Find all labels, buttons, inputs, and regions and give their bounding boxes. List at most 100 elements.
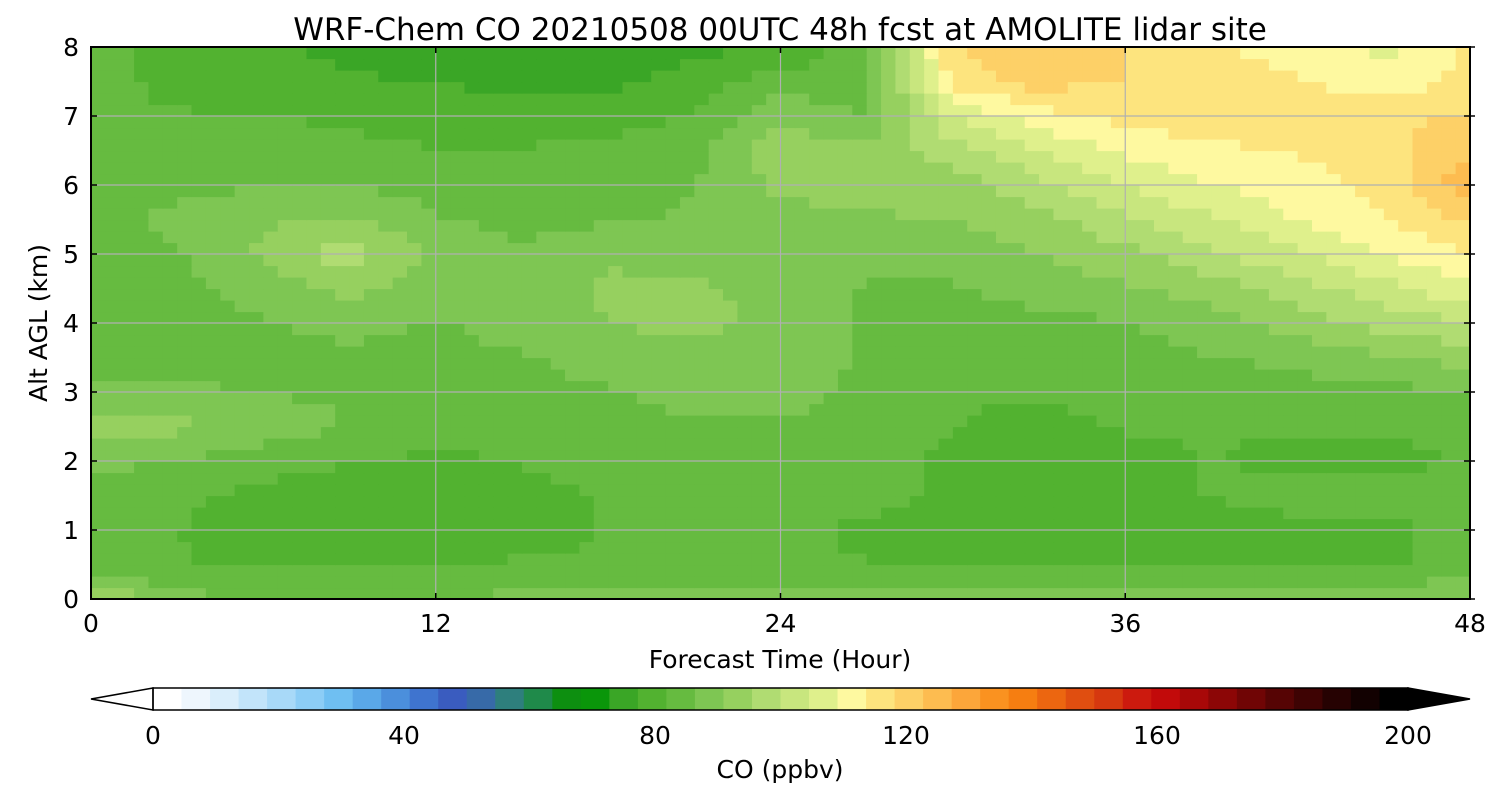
heatmap-cell: [565, 219, 580, 232]
heatmap-cell: [148, 438, 164, 451]
heatmap-cell: [981, 173, 997, 186]
heatmap-cell: [881, 208, 897, 221]
heatmap-cell: [751, 300, 767, 313]
heatmap-cell: [1168, 254, 1184, 267]
heatmap-cell: [378, 484, 394, 497]
heatmap-cell: [1326, 576, 1342, 589]
heatmap-cell: [205, 288, 221, 301]
heatmap-cell: [952, 288, 968, 301]
heatmap-cell: [1182, 70, 1198, 83]
heatmap-cell: [234, 334, 250, 347]
heatmap-cell: [1197, 553, 1213, 566]
heatmap-cell: [809, 530, 825, 543]
heatmap-cell: [1398, 150, 1414, 163]
heatmap-cell: [249, 357, 264, 370]
heatmap-cell: [1067, 587, 1083, 599]
heatmap-cell: [191, 484, 207, 497]
heatmap-cell: [1426, 116, 1442, 129]
heatmap-cell: [751, 288, 767, 301]
heatmap-cell: [723, 219, 738, 232]
heatmap-cell: [1110, 127, 1126, 140]
heatmap-cell: [1110, 415, 1126, 428]
heatmap-cell: [579, 564, 595, 577]
heatmap-cell: [162, 254, 178, 267]
heatmap-cell: [392, 300, 408, 313]
heatmap-cell: [1168, 277, 1184, 290]
heatmap-cell: [1211, 461, 1227, 474]
heatmap-cell: [464, 265, 480, 278]
heatmap-cell: [162, 380, 178, 393]
heatmap-cell: [679, 277, 695, 290]
heatmap-cell: [1326, 277, 1342, 290]
heatmap-cell: [881, 587, 897, 599]
heatmap-cell: [1369, 369, 1385, 382]
heatmap-cell: [766, 357, 782, 370]
heatmap-cell: [1024, 507, 1040, 520]
colorbar-swatch: [809, 688, 839, 710]
heatmap-cell: [234, 265, 250, 278]
heatmap-cell: [91, 576, 106, 589]
heatmap-cell: [1211, 231, 1227, 244]
heatmap-cell: [1283, 70, 1299, 83]
heatmap-cell: [1010, 553, 1026, 566]
heatmap-cell: [981, 587, 997, 599]
heatmap-cell: [191, 208, 207, 221]
heatmap-cell: [205, 265, 221, 278]
heatmap-cell: [651, 139, 667, 152]
heatmap-cell: [191, 173, 207, 186]
heatmap-cell: [263, 530, 279, 543]
heatmap-cell: [1441, 438, 1457, 451]
heatmap-cell: [751, 242, 767, 255]
heatmap-cell: [536, 323, 552, 336]
heatmap-cell: [1168, 242, 1184, 255]
heatmap-cell: [536, 311, 552, 324]
heatmap-cell: [837, 196, 853, 209]
heatmap-cell: [162, 415, 178, 428]
heatmap-cell: [852, 219, 868, 232]
heatmap-cell: [550, 277, 566, 290]
heatmap-cell: [708, 150, 724, 163]
heatmap-cell: [1326, 231, 1342, 244]
heatmap-cell: [794, 426, 810, 439]
heatmap-cell: [651, 346, 667, 359]
heatmap-cell: [1268, 231, 1284, 244]
heatmap-cell: [636, 150, 652, 163]
heatmap-cell: [378, 70, 394, 83]
heatmap-cell: [464, 311, 480, 324]
heatmap-cell: [105, 81, 121, 94]
heatmap-cell: [407, 208, 422, 221]
heatmap-cell: [837, 139, 853, 152]
heatmap-cell: [292, 564, 308, 577]
heatmap-cell: [1398, 277, 1414, 290]
heatmap-cell: [478, 323, 494, 336]
heatmap-cell: [694, 139, 710, 152]
heatmap-cell: [249, 288, 264, 301]
heatmap-cell: [421, 139, 437, 152]
heatmap-cell: [636, 323, 652, 336]
heatmap-cell: [1383, 116, 1399, 129]
heatmap-cell: [1010, 58, 1026, 71]
heatmap-cell: [1082, 472, 1098, 485]
heatmap-cell: [1455, 380, 1470, 393]
heatmap-cell: [766, 484, 782, 497]
heatmap-cell: [1412, 449, 1428, 462]
heatmap-cell: [737, 438, 753, 451]
heatmap-cell: [1283, 219, 1299, 232]
heatmap-cell: [1082, 277, 1098, 290]
heatmap-cell: [608, 392, 624, 405]
heatmap-cell: [837, 219, 853, 232]
heatmap-cell: [837, 507, 853, 520]
heatmap-cell: [1053, 242, 1069, 255]
heatmap-cell: [737, 185, 753, 198]
heatmap-cell: [679, 231, 695, 244]
heatmap-cell: [450, 392, 466, 405]
heatmap-cell: [1268, 346, 1284, 359]
heatmap-cell: [837, 288, 853, 301]
heatmap-cell: [565, 415, 580, 428]
heatmap-cell: [1254, 576, 1270, 589]
heatmap-cell: [148, 461, 164, 474]
heatmap-cell: [1053, 587, 1069, 599]
heatmap-cell: [378, 116, 394, 129]
heatmap-cell: [1197, 438, 1213, 451]
colorbar-swatch: [495, 688, 525, 710]
